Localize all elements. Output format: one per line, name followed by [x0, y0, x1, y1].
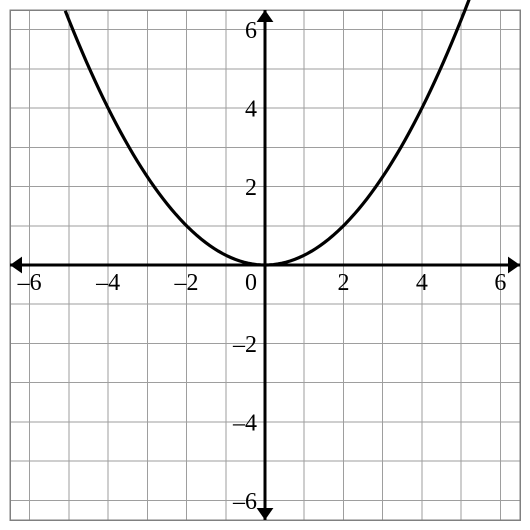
- x-tick-label: 4: [416, 270, 428, 296]
- y-tick-label: 4: [245, 96, 257, 122]
- x-tick-label: –4: [95, 270, 120, 296]
- y-tick-label: 6: [245, 18, 257, 44]
- y-tick-label: –2: [232, 332, 257, 358]
- y-tick-label: 2: [245, 175, 257, 201]
- parabola-chart: –6 –4 –2 2 4 6 –6 –4 –2 2 4 6 0: [0, 0, 530, 530]
- origin-label: 0: [245, 270, 257, 296]
- x-tick-label: –6: [17, 270, 42, 296]
- y-tick-label: –6: [232, 489, 257, 515]
- chart-svg: –6 –4 –2 2 4 6 –6 –4 –2 2 4 6 0: [0, 0, 530, 530]
- y-tick-label: –4: [232, 410, 257, 436]
- x-tick-label: 6: [494, 270, 506, 296]
- x-tick-label: –2: [174, 270, 199, 296]
- x-tick-label: 2: [337, 270, 349, 296]
